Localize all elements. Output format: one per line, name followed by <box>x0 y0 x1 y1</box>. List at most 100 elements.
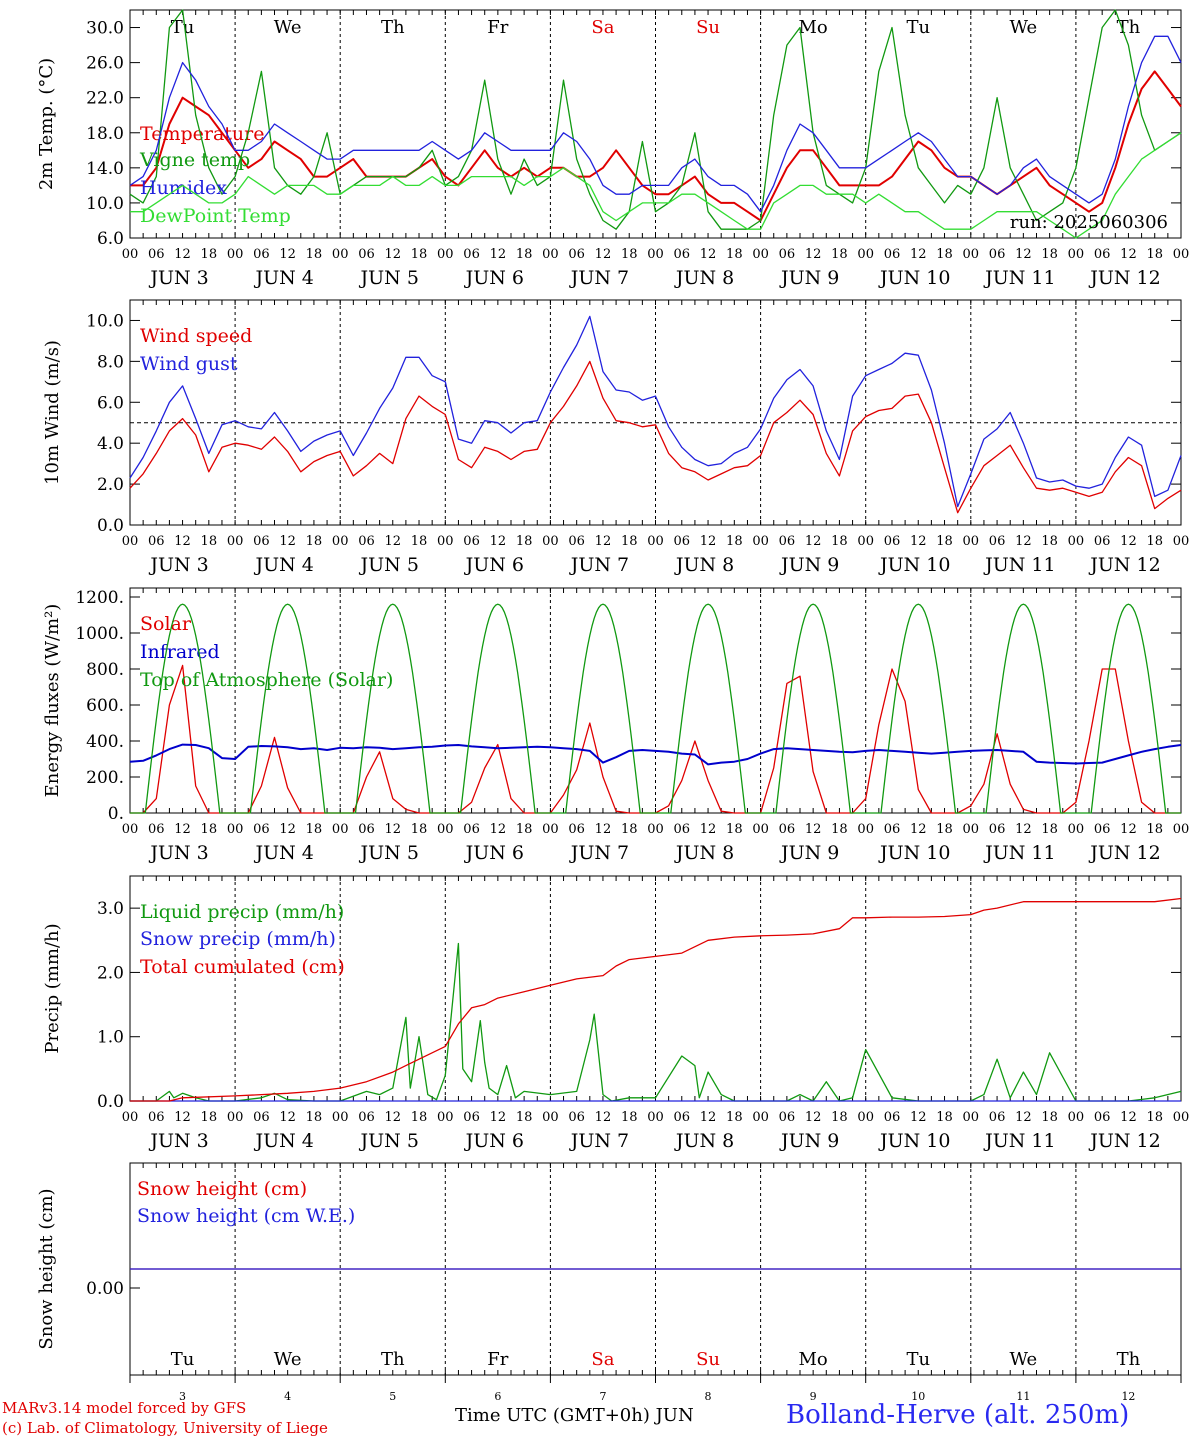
hour-tick-label: 12 <box>700 247 717 262</box>
hour-tick-label: 06 <box>253 1110 270 1125</box>
hour-tick-label: 12 <box>910 822 927 837</box>
hour-tick-label: 18 <box>621 247 638 262</box>
date-label: JUN 4 <box>253 267 313 289</box>
y-tick-label: 1200. <box>75 588 124 608</box>
date-label: JUN 5 <box>359 842 419 864</box>
y-tick-label: 1.0 <box>97 1028 124 1048</box>
hour-tick-label: 12 <box>1015 247 1032 262</box>
hour-tick-label: 18 <box>831 1110 848 1125</box>
time-axis-label: Time UTC (GMT+0h) JUN <box>455 1405 694 1426</box>
hour-tick-label: 00 <box>963 822 980 837</box>
date-label: JUN 11 <box>983 842 1055 864</box>
hour-tick-label: 00 <box>752 822 769 837</box>
series-vigne-temp-line <box>129 9 1182 230</box>
date-label: JUN 6 <box>464 1130 524 1152</box>
date-label: JUN 3 <box>148 267 208 289</box>
y-tick-label: 0. <box>108 804 124 824</box>
day-number-label: 5 <box>389 1390 396 1403</box>
hour-tick-label: 18 <box>726 247 743 262</box>
weekday-label: Tu <box>171 17 195 38</box>
hour-tick-label: 00 <box>542 247 559 262</box>
date-label: JUN 3 <box>148 842 208 864</box>
date-label: JUN 5 <box>359 554 419 576</box>
hour-tick-label: 00 <box>1068 534 1085 549</box>
hour-tick-label: 12 <box>174 1110 191 1125</box>
y-axis-label: 10m Wind (m/s) <box>42 340 63 485</box>
hour-tick-label: 00 <box>752 247 769 262</box>
date-label: JUN 10 <box>878 1130 950 1152</box>
hour-tick-label: 18 <box>411 247 428 262</box>
date-label: JUN 5 <box>359 267 419 289</box>
hour-tick-label: 18 <box>1146 247 1163 262</box>
hour-tick-label: 00 <box>1173 247 1190 262</box>
hour-tick-label: 18 <box>411 822 428 837</box>
hour-tick-label: 18 <box>831 534 848 549</box>
hour-tick-label: 00 <box>857 1110 874 1125</box>
date-label: JUN 9 <box>779 842 839 864</box>
hour-tick-label: 00 <box>542 822 559 837</box>
date-label: JUN 12 <box>1088 842 1160 864</box>
hour-tick-label: 18 <box>201 1110 218 1125</box>
legend-entry: Snow height (cm) <box>137 1178 307 1200</box>
weekday-label: We <box>274 17 302 38</box>
hour-tick-label: 18 <box>1146 534 1163 549</box>
day-number-label: 3 <box>179 1390 186 1403</box>
date-label: JUN 9 <box>779 267 839 289</box>
hour-tick-label: 06 <box>884 822 901 837</box>
hour-tick-label: 18 <box>831 247 848 262</box>
weekday-label: Th <box>381 17 405 38</box>
legend-entry: Total cumulated (cm) <box>140 956 345 978</box>
legend-entry: Infrared <box>140 641 220 663</box>
y-tick-label: 6.0 <box>97 393 124 413</box>
weekday-label: Tu <box>906 1349 930 1370</box>
day-number-label: 12 <box>1121 1390 1135 1403</box>
hour-tick-label: 12 <box>490 534 507 549</box>
hour-tick-label: 12 <box>384 1110 401 1125</box>
y-tick-label: 800. <box>86 660 124 680</box>
date-label: JUN 6 <box>464 554 524 576</box>
panel-4: 0.0 1.0 2.0 3.0 Precip (mm/h) Liquid precip (… <box>42 875 1189 1152</box>
hour-tick-label: 18 <box>726 822 743 837</box>
hour-tick-label: 12 <box>490 1110 507 1125</box>
hour-tick-label: 18 <box>621 822 638 837</box>
hour-tick-label: 12 <box>279 822 296 837</box>
hour-tick-label: 06 <box>779 822 796 837</box>
hour-tick-label: 00 <box>1173 822 1190 837</box>
hour-tick-label: 18 <box>726 1110 743 1125</box>
date-label: JUN 11 <box>983 554 1055 576</box>
series-wind-speed-line <box>129 360 1182 514</box>
hour-tick-label: 12 <box>384 822 401 837</box>
series-humidex-line <box>129 35 1182 213</box>
hour-tick-label: 18 <box>621 534 638 549</box>
date-label: JUN 11 <box>983 1130 1055 1152</box>
day-number-label: 8 <box>705 1390 712 1403</box>
hour-tick-label: 00 <box>227 247 244 262</box>
hour-tick-label: 12 <box>700 534 717 549</box>
date-label: JUN 6 <box>464 267 524 289</box>
series-total-cumulated-cm-line <box>130 897 1182 1102</box>
date-label: JUN 8 <box>674 554 734 576</box>
date-label: JUN 11 <box>983 267 1055 289</box>
date-label: JUN 10 <box>878 267 950 289</box>
hour-tick-label: 12 <box>384 534 401 549</box>
date-label: JUN 7 <box>569 267 629 289</box>
hour-tick-label: 18 <box>306 822 323 837</box>
hour-tick-label: 12 <box>595 534 612 549</box>
hour-tick-label: 18 <box>621 1110 638 1125</box>
hour-tick-label: 06 <box>989 247 1006 262</box>
y-tick-label: 4.0 <box>97 434 124 454</box>
panel-5: 0.00 Snow height (cm) Snow height (cm) Snow… <box>36 1162 1182 1403</box>
hour-tick-label: 00 <box>963 1110 980 1125</box>
hour-tick-label: 00 <box>332 1110 349 1125</box>
hour-tick-label: 12 <box>1120 1110 1137 1125</box>
hour-tick-label: 12 <box>1120 534 1137 549</box>
weekday-label: We <box>1010 17 1038 38</box>
hour-tick-label: 12 <box>490 247 507 262</box>
hour-tick-label: 18 <box>831 822 848 837</box>
hour-tick-label: 06 <box>358 534 375 549</box>
date-label: JUN 5 <box>359 1130 419 1152</box>
date-label: JUN 7 <box>569 554 629 576</box>
legend-entry: Snow height (cm W.E.) <box>137 1205 355 1227</box>
y-tick-label: 1000. <box>75 624 124 644</box>
hour-tick-label: 12 <box>490 822 507 837</box>
